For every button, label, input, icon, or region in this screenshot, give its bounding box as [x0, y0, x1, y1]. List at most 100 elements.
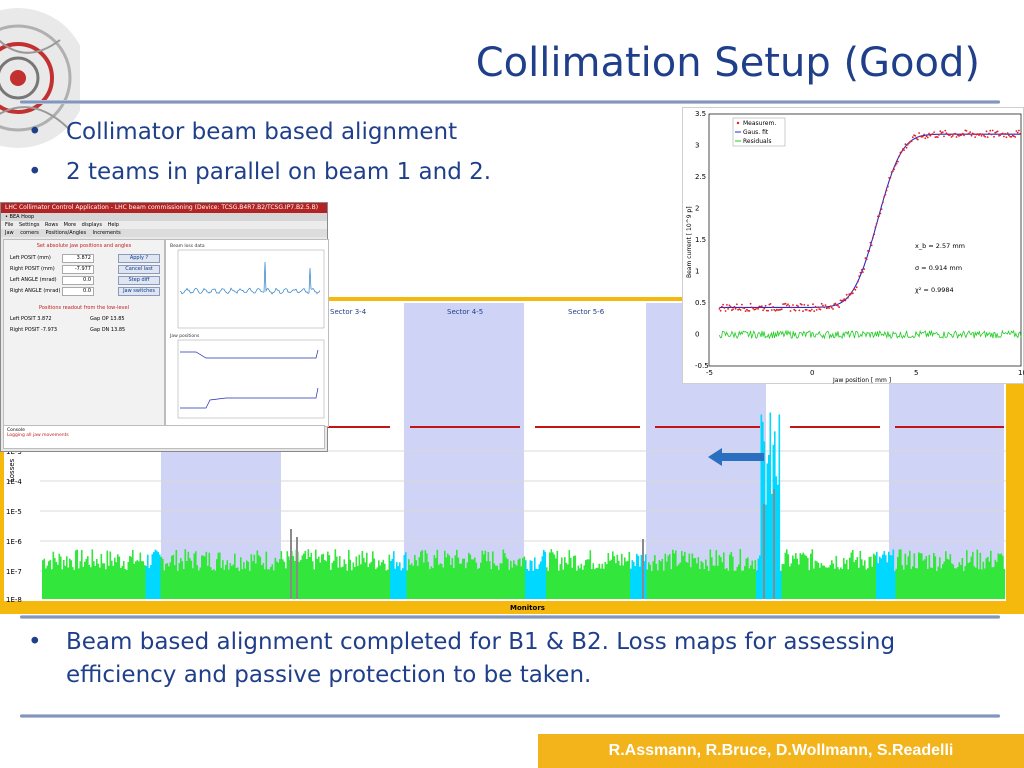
loss-bar — [615, 563, 617, 599]
loss-bar — [366, 552, 368, 599]
loss-bar — [348, 549, 350, 599]
loss-bar — [603, 568, 605, 599]
loss-bar — [520, 566, 523, 599]
tab-bar[interactable]: Jaw corners Positions/Angles Increments — [1, 229, 327, 237]
loss-bar — [408, 559, 410, 599]
gauss-fit-line — [719, 133, 1021, 308]
loss-bar — [651, 570, 653, 599]
loss-bar — [747, 557, 749, 599]
loss-bar — [652, 561, 655, 599]
loss-bar — [529, 560, 532, 599]
cancel-last-button[interactable]: Cancel last — [118, 265, 160, 274]
right-angle-field[interactable]: 0.0 — [62, 287, 94, 296]
measurement-point — [785, 304, 788, 307]
loss-bar — [420, 551, 422, 599]
loss-bar — [480, 562, 482, 599]
loss-bar — [756, 570, 758, 599]
measurement-point — [1018, 129, 1020, 132]
measurement-point — [780, 308, 783, 310]
loss-bar — [847, 569, 850, 599]
loss-bar — [763, 504, 765, 599]
left-angle-field[interactable]: 0.0 — [62, 276, 94, 285]
measurement-point — [800, 303, 803, 306]
loss-bar — [132, 549, 134, 599]
collimator-control-window[interactable]: LHC Collimator Control Application - LHC… — [0, 202, 329, 452]
loss-bar — [985, 558, 988, 599]
measurement-point — [880, 208, 883, 210]
loss-bar — [85, 558, 88, 599]
loss-bar — [766, 463, 769, 599]
measurement-point — [728, 304, 731, 307]
loss-bar — [654, 555, 656, 599]
title-rule — [20, 100, 1000, 104]
readout: Gap DN 13.85 — [90, 327, 126, 333]
jaw-switches-button[interactable]: Jaw switches — [118, 287, 160, 296]
loss-bar — [79, 561, 82, 599]
measurement-point — [999, 134, 1002, 136]
measurement-point — [852, 292, 854, 295]
loss-bar — [1003, 568, 1006, 599]
loss-bar — [586, 559, 589, 599]
loss-bar — [519, 558, 521, 599]
loss-bar — [619, 565, 622, 599]
loss-bar — [114, 557, 116, 599]
loss-bar — [627, 560, 629, 599]
loss-bar — [274, 557, 277, 599]
loss-bar — [294, 560, 296, 599]
loss-bar — [405, 552, 407, 599]
loss-bar — [141, 561, 143, 599]
loss-bar — [831, 560, 833, 599]
loss-bar — [150, 565, 152, 599]
measurement-point — [835, 304, 838, 306]
annotation: χ² = 0.9984 — [915, 286, 954, 294]
loss-bar — [688, 553, 691, 599]
measurement-point — [944, 129, 947, 132]
measurement-point — [890, 171, 893, 173]
left-posit-field[interactable]: 3.872 — [62, 254, 94, 263]
loss-bar — [660, 561, 662, 599]
loss-bar — [964, 565, 967, 599]
loss-bar — [810, 553, 812, 599]
measurement-point — [739, 309, 742, 311]
loss-bar — [838, 569, 841, 599]
apply-button[interactable]: Apply ? — [118, 254, 160, 263]
sector-label: Sector 4-5 — [447, 308, 483, 316]
loss-bar — [828, 567, 830, 599]
loss-bar — [403, 554, 406, 599]
console: Console Logging all jaw movements — [3, 425, 325, 449]
measurement-point — [950, 136, 953, 138]
measurement-point — [857, 280, 859, 283]
measurement-point — [888, 177, 890, 179]
loss-bar — [411, 563, 413, 599]
loss-bar — [912, 566, 914, 599]
loss-bar — [891, 555, 893, 599]
plot-label: Beam loss data — [170, 243, 205, 249]
section-heading: Positions readout from the low-level — [39, 305, 129, 311]
loss-bar — [534, 557, 536, 599]
measurement-point — [767, 309, 769, 312]
loss-bar — [549, 552, 551, 599]
loss-bar — [493, 563, 496, 599]
loss-bar — [483, 554, 485, 599]
measurement-point — [810, 308, 813, 311]
measurement-point — [813, 310, 816, 312]
loss-bar — [853, 562, 856, 599]
y-tick-label: 1E-4 — [6, 478, 22, 486]
loss-bar — [267, 569, 269, 599]
loss-bar — [273, 570, 275, 599]
measurement-point — [762, 309, 764, 312]
step-diff-button[interactable]: Step diff — [118, 276, 160, 285]
loss-bar — [576, 570, 578, 599]
loss-bar — [826, 567, 829, 599]
loss-bar — [334, 549, 337, 599]
loss-bar — [490, 569, 493, 599]
measurement-point — [923, 133, 925, 136]
loss-bar — [978, 569, 980, 599]
loss-bar — [487, 551, 490, 599]
loss-bar — [397, 566, 400, 599]
menu-bar[interactable]: File Settings Rows More displays Help — [1, 221, 327, 229]
right-posit-field[interactable]: -7.977 — [62, 265, 94, 274]
loss-bar — [202, 555, 205, 599]
loss-bar — [796, 558, 799, 599]
loss-bar — [525, 560, 527, 599]
